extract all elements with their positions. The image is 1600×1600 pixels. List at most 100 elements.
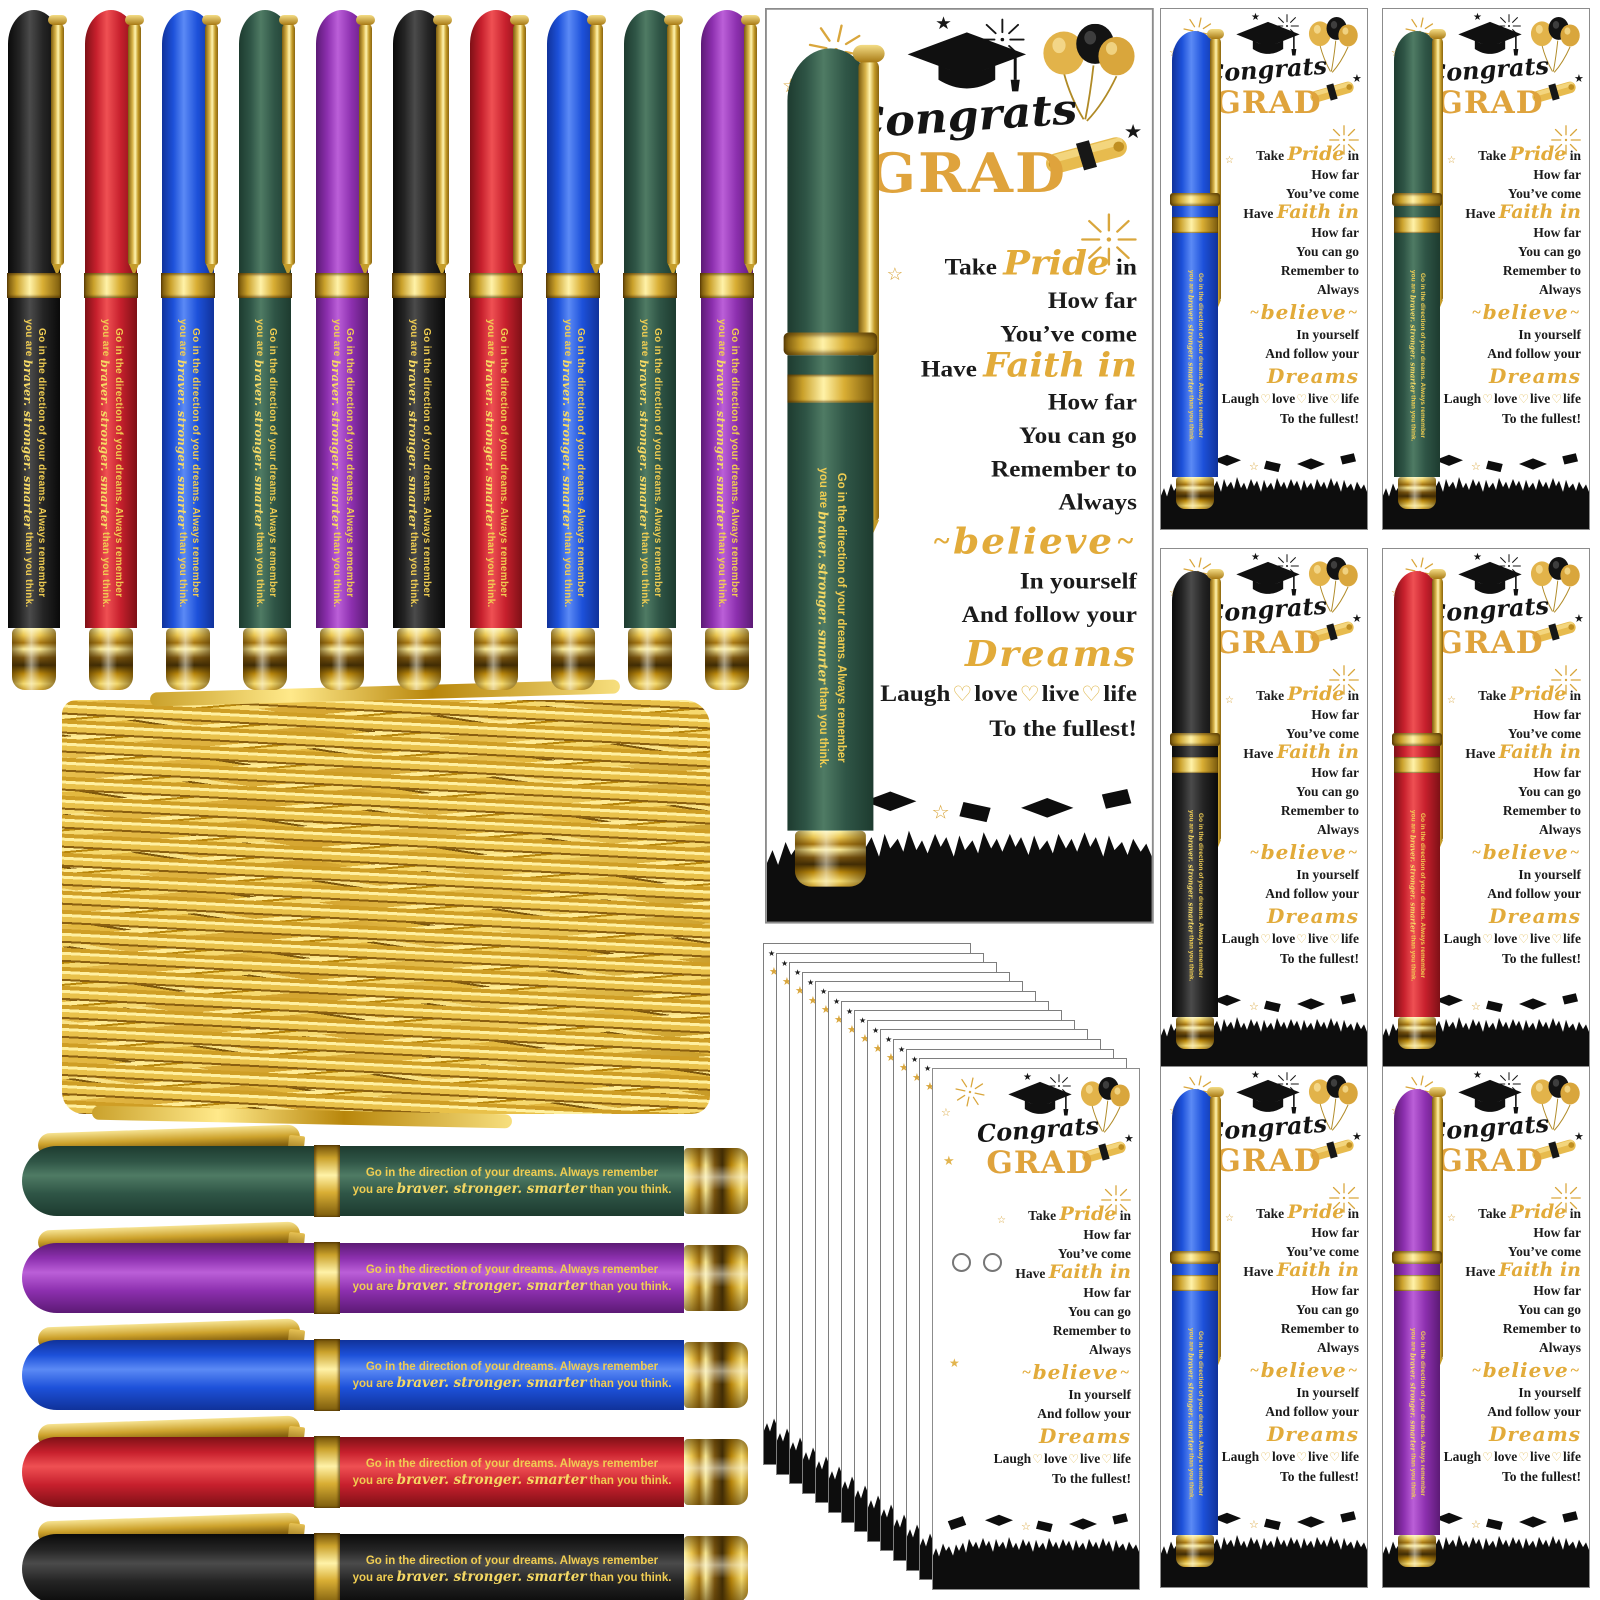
card-line: Always [1088,1342,1131,1357]
txt-script: Dreams [1039,1424,1131,1448]
twist-tie-strand [91,1105,513,1129]
pen-quote-vertical: Go in the direction of your dreams. Alwa… [701,308,753,618]
txt: than you think. [586,1183,672,1196]
txt: in [1569,688,1581,703]
card-line: Always [1538,282,1581,297]
card-message: Take Pride in How far You’ve come Have F… [1165,1203,1359,1486]
star-outline-icon: ☆ [1225,155,1234,166]
heart-icon: ♡ [1518,392,1529,406]
star-outline-icon: ☆ [941,1106,951,1119]
txt: in [1115,253,1137,280]
txt: than you think. [1409,1451,1417,1500]
txt: love [974,679,1018,707]
star-icon: ★ [1352,612,1362,625]
card-line: You can go [1295,244,1359,259]
punch-hole [952,1253,971,1272]
pen-quote-line1: Go in the direction of your dreams. Alwa… [113,328,124,598]
txt: Laugh [1443,391,1482,406]
heart-icon: ♡ [1260,392,1271,406]
card-line: Remember to [1502,263,1581,278]
pen-quote-script: braver. stronger. smarter [21,359,35,529]
pen-quote-line2: you are braver. stronger. smarter than y… [340,1472,684,1489]
txt: love [1271,1449,1296,1464]
pen-quote-script: braver. stronger. smarter [396,1277,587,1294]
pen-gold-band [1394,1275,1440,1291]
card-message: Take Pride in How far You’ve come Have F… [774,247,1137,744]
swash-icon: ~ [1472,1362,1481,1379]
txt: life [1563,391,1581,406]
card-line: You’ve come [1507,1244,1581,1259]
pen-quote-line1: Go in the direction of your dreams. Alwa… [1197,812,1204,979]
card-line: You can go [1517,1302,1581,1317]
heart-icon: ♡ [1101,1452,1112,1466]
pen-barrel: Go in the direction of your dreams. Alwa… [162,298,214,628]
grad-title: GRAD [1214,625,1322,661]
heart-icon: ♡ [1518,1450,1529,1464]
txt: you are [408,318,419,360]
capped-pen-vertical: Go in the direction of your dreams. Alwa… [238,10,298,690]
pen-tip [89,628,133,690]
pen-quote-vertical: Go in the direction of your dreams. Alwa… [1394,782,1440,1009]
card-line: You can go [1517,244,1581,259]
pen-cap [22,1146,314,1216]
pen-quote-script: braver. stronger. smarter [396,1471,587,1488]
txt-script: believe [1032,1360,1119,1384]
txt: live [1307,1449,1329,1464]
pen-quote-line2: you are braver. stronger. smarter than y… [814,418,832,816]
pen-quote-vertical: Go in the direction of your dreams. Alwa… [1172,1300,1218,1527]
swash-icon: ~ [1570,1362,1579,1379]
heart-icon: ♡ [1482,1450,1493,1464]
pen-quote-vertical: Go in the direction of your dreams. Alwa… [470,308,522,618]
card-line: Dreams [774,631,1137,677]
heart-icon: ♡ [1551,932,1562,946]
star-outline-icon: ☆ [1471,460,1481,473]
star-icon: ★ [924,1064,932,1074]
txt-script: Pride [1287,1201,1345,1223]
star-icon: ★ [935,15,952,35]
txt-script: Faith in [1276,201,1359,223]
star-icon: ★ [1251,1070,1260,1081]
txt: than you think. [331,528,342,608]
pen-quote-line2: you are braver. stronger. smarter than y… [98,308,112,618]
pen-quote-line2: you are braver. stronger. smarter than y… [175,308,189,618]
card-line: ~ believe ~ [937,1359,1131,1385]
txt: you are [100,318,111,360]
pen-quote: Go in the direction of your dreams. Alwa… [340,1437,684,1507]
card-line: Remember to [1502,803,1581,818]
congrats-script-title: Congrats [976,1110,1100,1149]
txt: in [1347,688,1359,703]
pen-barrel: Go in the direction of your dreams. Alwa… [470,298,522,628]
card-line: How far [1533,765,1581,780]
pen-tip [1176,477,1214,509]
star-icon: ★ [794,968,802,978]
txt: you are [352,1280,397,1293]
txt: love [1493,391,1518,406]
star-outline-icon: ☆ [1471,1000,1481,1013]
pen-on-card: Go in the direction of your dreams. Alwa… [1392,569,1446,1049]
pen-clip-icon [48,15,67,276]
card-line: Have Faith in [1165,743,1359,763]
pen-quote-vertical: Go in the direction of your dreams. Alwa… [1394,1300,1440,1527]
star-icon: ★ [873,1041,883,1055]
txt: than you think. [100,528,111,608]
card-line: Always [1316,822,1359,837]
card-line: To the fullest! [1051,1471,1131,1486]
txt: you are [716,318,727,360]
star-icon: ★ [834,1013,844,1026]
star-icon: ★ [1352,72,1362,85]
txt: you are [254,318,265,360]
swash-icon: ~ [1348,304,1357,321]
txt: you are [1187,1327,1195,1353]
card-line: In yourself [1296,1385,1359,1400]
swash-icon: ~ [1117,527,1134,558]
txt: in [1569,148,1581,163]
pen-quote-line1: Go in the direction of your dreams. Alwa… [1197,1330,1204,1497]
pen-clip-icon [125,15,144,276]
card-line: To the fullest! [1279,1469,1359,1484]
pen-gold-band [314,1436,340,1508]
star-outline-icon: ☆ [886,265,904,286]
pen-quote-line1: Go in the direction of your dreams. Alwa… [421,328,432,598]
star-icon: ★ [899,1061,909,1074]
pen-barrel: Go in the direction of your dreams. Alwa… [85,298,137,628]
pen-gold-band [700,273,754,298]
